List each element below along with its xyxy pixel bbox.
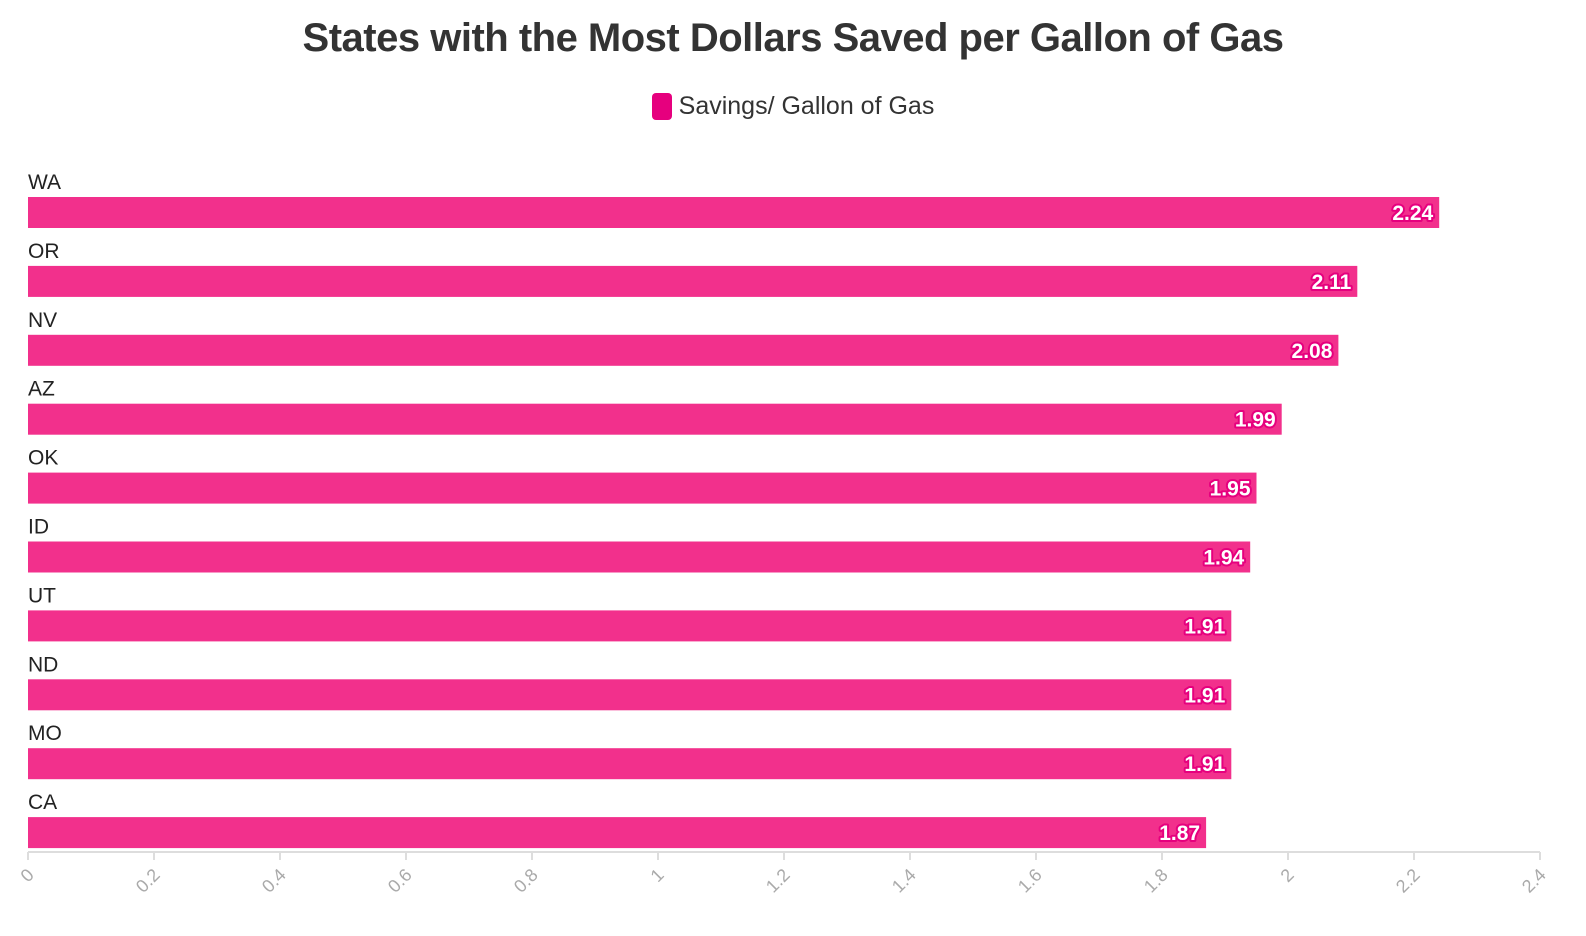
- category-label: WA: [28, 171, 61, 194]
- bar: [28, 610, 1232, 642]
- value-label: 2.24: [1392, 202, 1433, 225]
- bar: [28, 817, 1207, 849]
- legend-swatch-icon: [651, 93, 672, 120]
- bar: [28, 472, 1257, 504]
- bar: [28, 748, 1232, 780]
- legend-label: Savings/ Gallon of Gas: [678, 92, 935, 120]
- category-label: NV: [28, 309, 57, 332]
- value-label: 1.91: [1184, 753, 1225, 776]
- x-tick-label: 1.4: [888, 865, 920, 897]
- legend: Savings/ Gallon of Gas: [0, 92, 1586, 121]
- category-label: OR: [28, 240, 60, 263]
- bar: [28, 541, 1251, 573]
- x-tick-label: 0.8: [510, 865, 542, 897]
- category-label: ID: [28, 516, 49, 539]
- value-label: 1.99: [1235, 409, 1276, 432]
- value-label: 1.95: [1210, 478, 1251, 501]
- x-tick-label: 2.2: [1392, 865, 1424, 897]
- x-tick-label: 0.2: [132, 865, 164, 897]
- category-label: ND: [28, 653, 58, 676]
- bar: [28, 197, 1440, 228]
- bar: [28, 265, 1358, 297]
- chart-title: States with the Most Dollars Saved per G…: [302, 16, 1284, 60]
- bar: [28, 334, 1339, 366]
- value-label: 1.91: [1184, 615, 1225, 638]
- x-tick-label: 0: [17, 865, 38, 886]
- x-tick-label: 0.6: [384, 865, 416, 897]
- category-label: OK: [28, 447, 58, 470]
- value-label: 1.91: [1184, 684, 1225, 707]
- value-label: 1.94: [1203, 547, 1244, 570]
- bar: [28, 403, 1282, 435]
- x-tick-label: 1.2: [762, 865, 794, 897]
- category-label: AZ: [28, 378, 55, 401]
- value-label: 1.87: [1159, 822, 1200, 845]
- value-label: 2.08: [1292, 340, 1333, 363]
- x-tick-label: 0.4: [258, 865, 290, 897]
- category-label: MO: [28, 722, 62, 745]
- x-tick-label: 2.4: [1518, 865, 1550, 897]
- bar: [28, 679, 1232, 711]
- x-tick-label: 1.6: [1014, 865, 1046, 897]
- x-tick-label: 1: [647, 865, 668, 886]
- category-label: UT: [28, 584, 56, 607]
- value-label: 2.11: [1312, 271, 1352, 294]
- x-tick-label: 1.8: [1140, 865, 1172, 897]
- category-label: CA: [28, 791, 57, 814]
- x-tick-label: 2: [1277, 865, 1298, 886]
